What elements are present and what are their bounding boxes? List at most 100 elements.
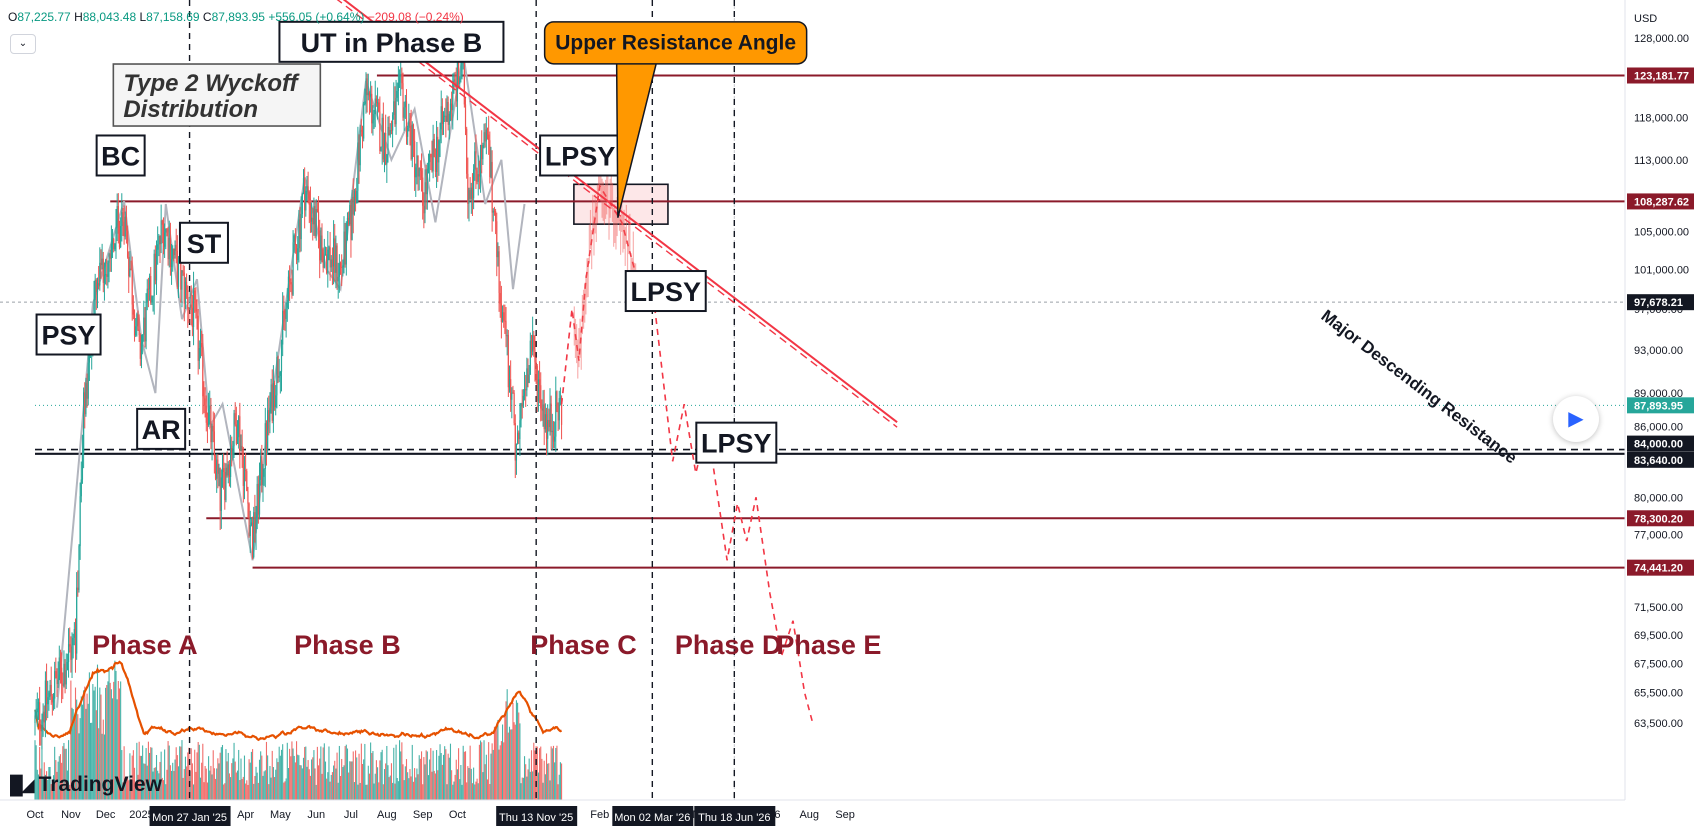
volume-bar — [81, 704, 83, 800]
volume-bar — [500, 741, 502, 800]
candle-body — [448, 113, 450, 125]
candle-body — [194, 290, 196, 300]
candle-body — [43, 711, 45, 723]
volume-bar — [445, 749, 447, 800]
candle-body — [170, 259, 173, 267]
volume-bar — [545, 753, 548, 800]
candle-body — [512, 392, 514, 394]
volume-bar — [444, 746, 446, 800]
volume-bar — [314, 768, 316, 800]
candle-body — [107, 262, 109, 277]
volume-bar — [361, 764, 364, 800]
candle-body — [504, 320, 506, 322]
candle-body — [282, 310, 284, 345]
chevron-down-icon[interactable]: ⌄ — [10, 34, 36, 54]
volume-bar — [448, 757, 450, 800]
ohlc-change-secondary: −209.08 (−0.24%) — [367, 10, 464, 24]
candle-body — [385, 132, 387, 165]
candle-body — [297, 248, 299, 261]
candle-body — [416, 155, 418, 168]
volume-bar — [519, 723, 521, 800]
volume-bar — [109, 682, 111, 800]
volume-bar — [117, 681, 119, 800]
volume-bar — [76, 699, 78, 800]
annotations: PSY BC AR ST UT in Phase B LPSY LPSY LPSY Type 2… — [35, 20, 778, 464]
trendline-label: Major Descending Resistance — [1318, 306, 1521, 467]
volume-bar — [557, 784, 559, 800]
volume-bar — [86, 693, 88, 800]
volume-bar — [292, 748, 294, 800]
volume-bar — [63, 742, 65, 800]
candle-body — [158, 235, 160, 245]
candle-body — [388, 126, 390, 136]
candle-body — [227, 464, 229, 476]
candle-body — [270, 384, 272, 408]
candle-body — [249, 525, 251, 537]
volume-bar — [375, 760, 377, 800]
volume-bar — [386, 745, 388, 800]
price-tag — [1627, 435, 1694, 452]
y-tick-label: 77,000.00 — [1634, 530, 1683, 542]
volume-bar — [408, 778, 410, 800]
price-axis[interactable]: USD128,000.00118,000.00113,000.00108,000… — [1624, 0, 1697, 828]
volume-bar — [206, 782, 208, 800]
candle-body — [398, 76, 401, 83]
volume-bar — [269, 766, 271, 800]
volume-bar — [289, 748, 291, 800]
volume-bar — [73, 717, 75, 800]
volume-bar — [179, 746, 181, 800]
volume-bar — [409, 769, 411, 800]
volume-bar — [469, 745, 471, 800]
candle-body — [140, 343, 143, 359]
volume-bar — [223, 784, 225, 800]
candle-body — [73, 629, 75, 638]
volume-bar — [202, 743, 204, 800]
candle-body — [475, 151, 477, 171]
candle-body — [129, 268, 131, 277]
volume-bar — [62, 746, 64, 800]
time-axis[interactable]: OctNovDec2025MarAprMayJunJulAugSepOctDec… — [0, 799, 1625, 828]
candle-body — [209, 405, 211, 410]
volume-bar — [328, 746, 330, 800]
candle-body — [79, 496, 81, 547]
volume-bar — [69, 784, 71, 800]
volume-bar — [79, 718, 81, 800]
candle-body — [63, 663, 65, 686]
candle-body — [357, 142, 359, 191]
y-tick-label: 101,000.00 — [1634, 265, 1689, 277]
volume-bar — [346, 748, 349, 800]
volume-bar — [241, 778, 243, 800]
candle-body — [304, 178, 306, 211]
annotation-ut-in-phase-b: UT in Phase B — [301, 28, 483, 58]
volume-bar — [85, 708, 87, 800]
price-tag-label: 108,287.62 — [1634, 196, 1689, 208]
candle-body — [467, 173, 469, 204]
volume-bar — [468, 768, 470, 800]
play-icon[interactable]: ▶ — [1553, 396, 1599, 442]
candle-body — [86, 383, 88, 399]
volume-bar — [99, 687, 101, 800]
date-flag-label: Mon 27 Jan '25 — [152, 812, 227, 824]
volume-bar — [285, 778, 287, 800]
candle-body — [138, 329, 140, 336]
volume-bar — [556, 745, 558, 800]
volume-bar — [142, 745, 144, 800]
volume-bar — [34, 740, 36, 800]
candle-body — [455, 82, 457, 102]
candle-body — [466, 128, 468, 174]
volume-bar — [56, 771, 58, 800]
volume-bar — [102, 719, 104, 800]
candle-body — [415, 167, 417, 178]
candle-body — [422, 177, 424, 206]
candle-body — [99, 262, 101, 286]
volume-bar — [306, 766, 308, 800]
candle-body — [130, 268, 132, 271]
volume-bar — [464, 751, 467, 800]
candle-body — [263, 469, 265, 477]
date-flag-label: Mon 02 Mar '26 — [614, 812, 690, 824]
volume-bar — [466, 782, 468, 800]
candle-body — [83, 392, 85, 454]
candle-body — [284, 314, 286, 319]
candle-body — [248, 503, 250, 537]
